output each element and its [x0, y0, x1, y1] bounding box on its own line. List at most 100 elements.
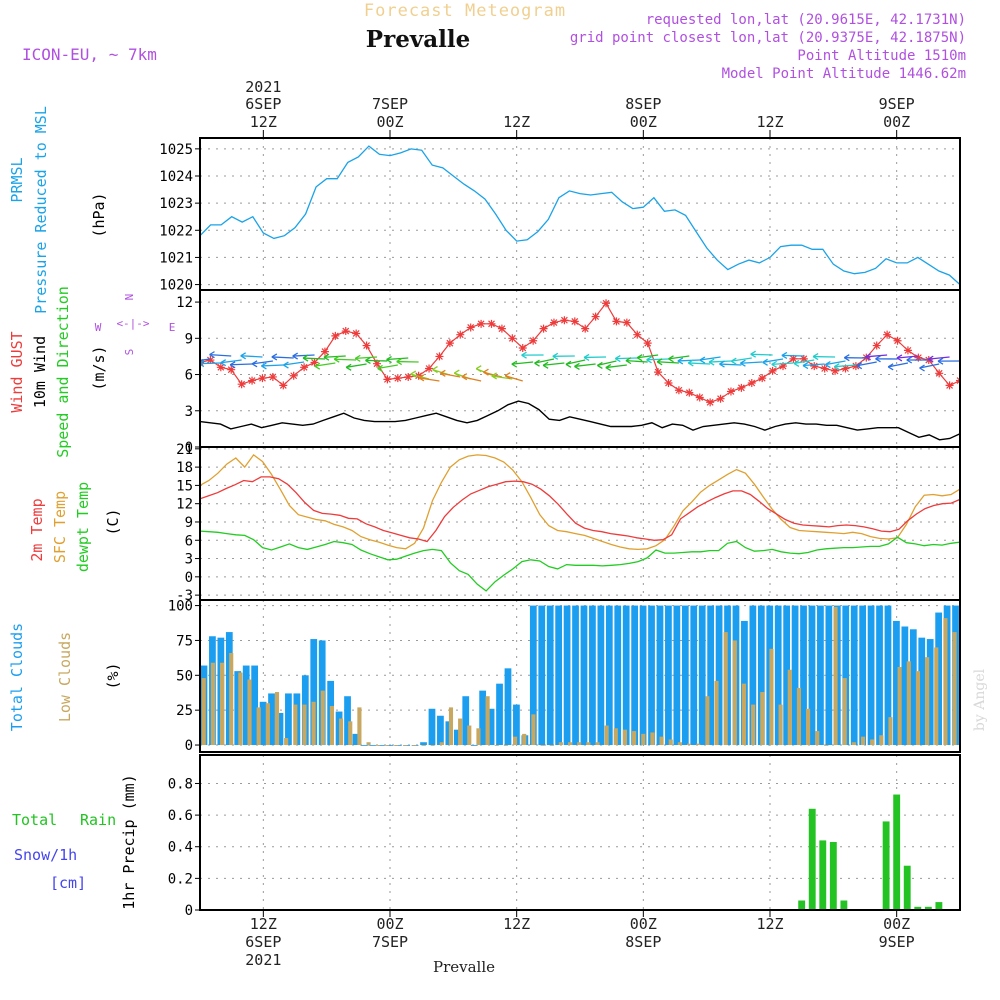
total-cloud-bar — [555, 605, 563, 746]
point-altitude: Point Altitude 1510m — [797, 48, 966, 64]
gust-marker — [216, 363, 225, 372]
wind-arrow — [365, 359, 388, 362]
panel-frame — [199, 137, 961, 291]
wind-arrow-head — [251, 360, 258, 368]
wind-arrow — [688, 362, 711, 365]
total-cloud-bar — [631, 605, 639, 746]
wind-arrow-head — [292, 352, 299, 360]
watermark: by Angel — [972, 668, 988, 731]
total-cloud-bar — [842, 605, 850, 746]
wind-arrow-head — [843, 354, 850, 362]
low-cloud-bar — [741, 683, 747, 746]
wind-arrow — [220, 359, 242, 364]
wind-arrow — [856, 361, 877, 367]
wind-arrow — [802, 363, 825, 367]
wind-arrow-head — [365, 356, 371, 364]
y-tick-label: 0.8 — [168, 776, 193, 792]
low-cloud-bar — [870, 739, 875, 746]
gust-marker — [539, 324, 548, 333]
total-cloud-bar — [698, 605, 706, 746]
label-sfc-temp: SFC Temp — [51, 491, 69, 563]
low-cloud-bar — [430, 745, 435, 746]
precip-bar — [893, 794, 901, 910]
y-tick-label: 0.6 — [168, 808, 193, 824]
label-10m-wind: 10m Wind — [31, 336, 49, 408]
gust-marker — [716, 394, 725, 403]
total-cloud-bar — [901, 626, 909, 746]
compass-rose: N <-|-> W E S — [95, 294, 176, 356]
gust-marker — [258, 374, 267, 383]
total-cloud-bar — [791, 605, 799, 746]
wind-arrow-head — [386, 355, 392, 364]
low-cloud-bar — [952, 632, 957, 746]
total-cloud-bar — [926, 639, 934, 746]
label-2m-temp: 2m Temp — [28, 498, 46, 561]
gust-marker — [268, 372, 277, 381]
gust-marker — [310, 358, 319, 367]
wind-arrow — [323, 355, 346, 358]
wind-arrow-head — [802, 361, 809, 370]
gust-marker — [799, 354, 808, 363]
compass-s: S — [123, 349, 136, 356]
y-tick-label: 1020 — [159, 278, 193, 294]
total-cloud-bar — [597, 605, 605, 746]
gust-marker — [300, 363, 309, 372]
y-tick-label: 9 — [185, 515, 193, 531]
wind-arrow-head — [646, 356, 652, 364]
wind-arrow-head — [668, 355, 674, 363]
wind-arrow — [919, 363, 940, 369]
label-snow: Snow/1h — [14, 846, 77, 864]
wind-arrow-head — [605, 364, 612, 372]
y-tick-label: 1021 — [159, 250, 193, 266]
wind-arrow-head — [454, 369, 460, 377]
wind-arrow-head — [597, 361, 603, 369]
low-cloud-bar — [934, 647, 939, 746]
low-cloud-bar — [842, 678, 847, 746]
total-cloud-bar — [656, 605, 664, 746]
total-cloud-bar — [918, 637, 926, 746]
bottom-time-label: 00Z — [630, 915, 657, 933]
low-cloud-bar — [915, 671, 921, 746]
label-cm: [cm] — [50, 874, 86, 892]
low-cloud-bar — [668, 739, 673, 746]
total-cloud-bar — [369, 745, 377, 746]
wind-arrow — [261, 364, 284, 367]
panel-content — [200, 299, 960, 441]
total-cloud-bar — [496, 683, 503, 746]
gust-marker — [633, 330, 642, 339]
low-cloud-bar — [393, 745, 399, 746]
y-tick-label: 100 — [168, 599, 193, 615]
low-cloud-bar — [815, 731, 820, 746]
low-cloud-bar — [284, 738, 289, 746]
low-cloud-bar — [302, 704, 307, 746]
label-wind-gust: Wind GUST — [8, 331, 26, 412]
low-cloud-bar — [824, 745, 829, 746]
wind-arrow — [565, 359, 586, 365]
low-cloud-bar — [613, 728, 618, 746]
wind-arrow-head — [825, 361, 831, 369]
wind-arrow-head — [625, 357, 632, 365]
low-cloud-bar — [696, 743, 701, 746]
total-cloud-bar — [817, 605, 824, 746]
total-cloud-bar — [639, 605, 647, 746]
low-cloud-bar — [888, 717, 893, 746]
low-cloud-bar — [787, 669, 792, 746]
low-cloud-bar — [467, 725, 472, 746]
y-tick-label: 25 — [176, 703, 193, 719]
wind-arrow-head — [574, 362, 580, 370]
gust-marker — [560, 316, 569, 325]
gust-marker — [591, 312, 600, 321]
total-cloud-bar — [605, 605, 613, 746]
total-cloud-bar — [546, 605, 554, 746]
gust-marker — [747, 378, 756, 387]
total-cloud-bar — [673, 605, 681, 746]
wind-arrow-head — [521, 351, 527, 359]
gust-marker — [227, 365, 236, 374]
total-cloud-bar — [774, 605, 782, 746]
wind-arrow-head — [762, 358, 768, 366]
wind-arrow-head — [781, 351, 788, 359]
low-cloud-bar — [686, 743, 692, 746]
wind-arrow — [834, 364, 856, 368]
low-cloud-bar — [513, 736, 518, 746]
low-cloud-bar — [366, 742, 371, 746]
